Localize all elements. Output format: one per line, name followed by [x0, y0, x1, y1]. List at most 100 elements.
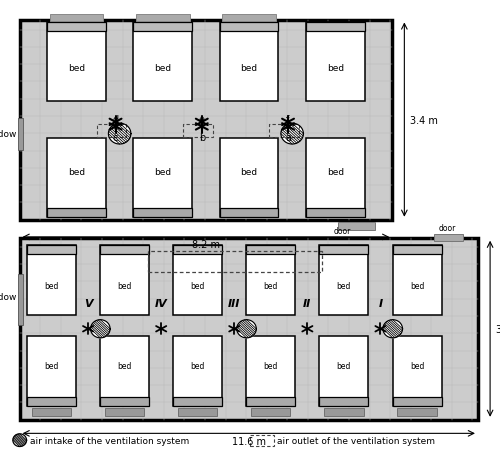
Bar: [306, 23, 364, 32]
Text: bed: bed: [44, 282, 59, 290]
Bar: [398, 408, 436, 416]
Text: 11.6 m: 11.6 m: [232, 436, 266, 446]
Bar: [50, 15, 104, 22]
Bar: [320, 336, 368, 406]
Bar: [27, 336, 76, 406]
Bar: [134, 209, 192, 218]
Text: window: window: [0, 292, 17, 301]
Bar: [20, 20, 392, 220]
Bar: [392, 336, 442, 406]
Text: bed: bed: [118, 361, 132, 370]
Bar: [392, 245, 442, 315]
Bar: [27, 245, 76, 254]
Bar: [32, 408, 71, 416]
Text: bed: bed: [326, 64, 344, 73]
Bar: [320, 397, 368, 406]
Text: a: a: [285, 132, 291, 143]
Polygon shape: [383, 320, 402, 338]
Text: bed: bed: [410, 361, 424, 370]
Text: III: III: [228, 299, 240, 309]
Bar: [47, 23, 106, 32]
Bar: [338, 222, 375, 231]
Text: bed: bed: [240, 167, 258, 176]
Bar: [173, 336, 222, 406]
Text: bed: bed: [264, 282, 278, 290]
Text: bed: bed: [44, 361, 59, 370]
Bar: [324, 408, 364, 416]
Bar: [134, 138, 192, 218]
Polygon shape: [108, 124, 131, 145]
Bar: [220, 23, 278, 102]
Bar: [306, 23, 364, 102]
Text: bed: bed: [154, 64, 172, 73]
Text: V: V: [84, 299, 92, 309]
Text: bed: bed: [410, 282, 424, 290]
Bar: [173, 245, 222, 315]
Bar: [246, 245, 296, 254]
Text: b: b: [198, 132, 205, 143]
Text: f: f: [286, 114, 290, 125]
Text: bed: bed: [118, 282, 132, 290]
Bar: [18, 119, 23, 150]
Text: 8.2 m: 8.2 m: [192, 240, 220, 250]
Text: d: d: [112, 114, 118, 125]
Text: bed: bed: [190, 361, 205, 370]
Bar: [136, 15, 190, 22]
Text: air outlet of the ventilation system: air outlet of the ventilation system: [277, 436, 435, 444]
Text: bed: bed: [68, 64, 85, 73]
Bar: [173, 245, 222, 254]
Text: bed: bed: [336, 361, 351, 370]
Bar: [105, 408, 144, 416]
Bar: [18, 275, 23, 325]
Bar: [27, 245, 76, 315]
Text: e: e: [199, 114, 205, 125]
Text: bed: bed: [264, 361, 278, 370]
Text: 3.4 m: 3.4 m: [410, 115, 438, 125]
Text: c: c: [113, 132, 118, 143]
Polygon shape: [236, 320, 256, 338]
Bar: [246, 245, 296, 315]
Bar: [100, 397, 149, 406]
Text: I: I: [378, 299, 382, 309]
Bar: [306, 138, 364, 218]
Bar: [97, 125, 126, 138]
Text: IV: IV: [155, 299, 168, 309]
Bar: [320, 245, 368, 254]
Bar: [47, 138, 106, 218]
Polygon shape: [281, 124, 303, 145]
Bar: [183, 125, 212, 138]
Text: bed: bed: [240, 64, 258, 73]
Polygon shape: [13, 434, 26, 447]
Bar: [250, 435, 274, 446]
Text: 3.4 m: 3.4 m: [496, 324, 500, 334]
Bar: [148, 252, 322, 272]
Text: bed: bed: [190, 282, 205, 290]
Bar: [246, 336, 296, 406]
Bar: [434, 234, 463, 241]
Text: bed: bed: [154, 167, 172, 176]
Bar: [392, 245, 442, 254]
Bar: [178, 408, 218, 416]
Text: II: II: [303, 299, 312, 309]
Bar: [320, 245, 368, 315]
Bar: [100, 245, 149, 315]
Bar: [222, 15, 276, 22]
Text: door: door: [334, 226, 350, 235]
Bar: [20, 238, 478, 420]
Text: bed: bed: [68, 167, 85, 176]
Bar: [220, 23, 278, 32]
Bar: [220, 138, 278, 218]
Bar: [220, 209, 278, 218]
Text: bed: bed: [336, 282, 351, 290]
Bar: [134, 23, 192, 102]
Bar: [392, 397, 442, 406]
Bar: [173, 397, 222, 406]
Text: bed: bed: [326, 167, 344, 176]
Bar: [306, 209, 364, 218]
Bar: [270, 125, 299, 138]
Bar: [47, 23, 106, 102]
Bar: [27, 397, 76, 406]
Text: window: window: [0, 130, 17, 139]
Bar: [100, 245, 149, 254]
Bar: [100, 336, 149, 406]
